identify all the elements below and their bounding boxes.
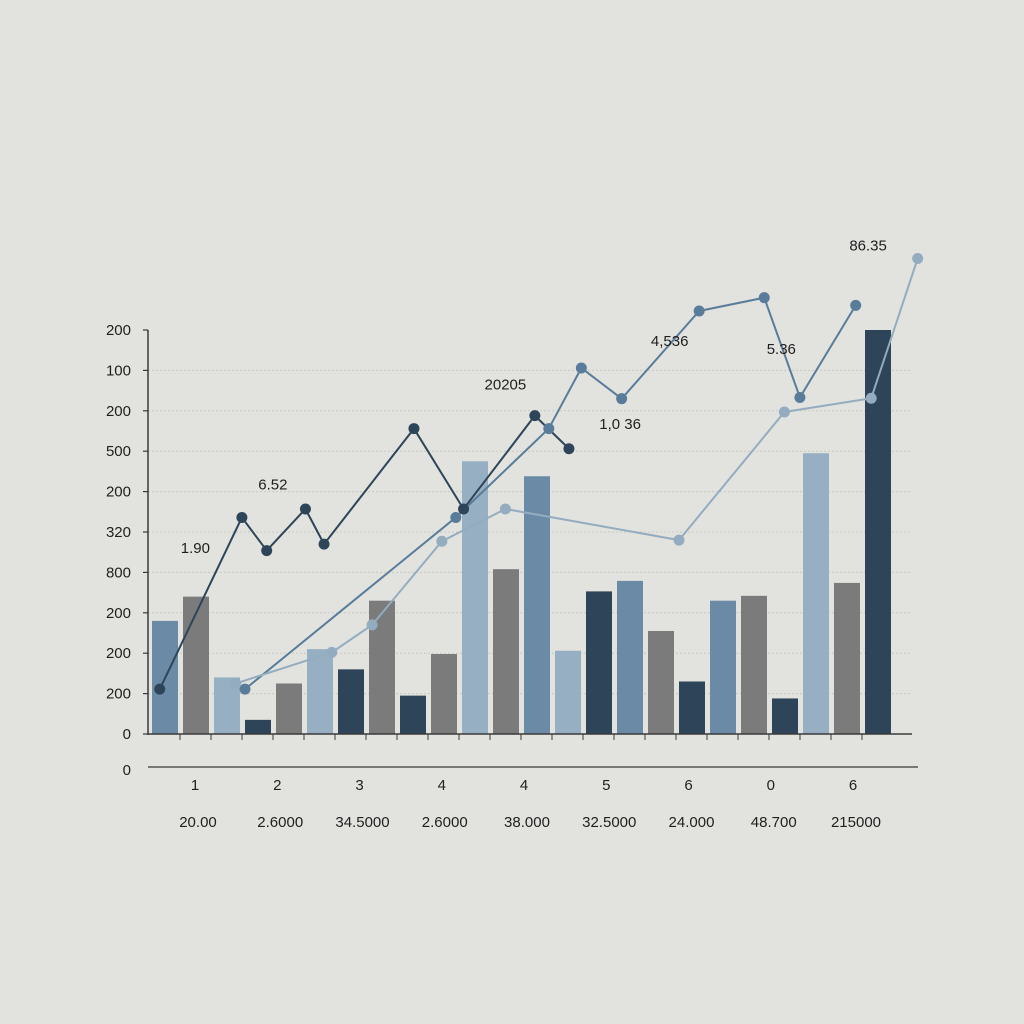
bar	[307, 649, 333, 734]
bar	[555, 650, 581, 734]
bar	[183, 596, 209, 734]
x-tick-label: 5	[602, 777, 610, 794]
x-tick-label: 0	[767, 777, 775, 794]
bar	[617, 580, 643, 734]
data-annotation: 1,0 36	[599, 416, 641, 433]
series-point	[154, 683, 166, 695]
axes	[147, 330, 918, 768]
data-annotation: 4,536	[651, 333, 689, 350]
series-point	[318, 538, 330, 550]
series-point	[261, 545, 273, 557]
x-tick-label: 3	[355, 777, 363, 794]
y-tick-label-extra: 0	[123, 762, 131, 779]
series-point	[543, 423, 555, 435]
series-point	[450, 511, 462, 523]
y-tick-label: 800	[106, 564, 131, 581]
x-sub-label: 24.000	[669, 814, 715, 831]
series-point	[436, 535, 448, 547]
x-sub-label: 32.5000	[582, 814, 636, 831]
y-tick-label: 200	[106, 686, 131, 703]
bar	[338, 669, 364, 734]
bar	[710, 600, 736, 734]
data-annotation: 6.52	[258, 477, 287, 494]
y-tick-label: 320	[106, 524, 131, 541]
y-tick-label: 100	[106, 362, 131, 379]
series-point	[299, 503, 311, 515]
y-tick-label: 200	[106, 605, 131, 622]
x-tick-label: 2	[273, 777, 281, 794]
bar	[462, 461, 488, 734]
y-tick-labels: 200 100 200 500 200 320 800 200 200 200 0 0	[106, 322, 148, 779]
bar	[524, 476, 550, 734]
bar	[276, 683, 302, 734]
series-point	[230, 678, 242, 689]
x-tick-label: 4	[438, 777, 446, 794]
bar	[400, 695, 426, 734]
y-tick-label: 200	[106, 322, 131, 339]
y-tick-label: 200	[106, 403, 131, 420]
series-point	[366, 619, 378, 631]
series-point	[778, 406, 790, 418]
bar	[834, 582, 860, 734]
series-point	[236, 511, 248, 523]
bar	[493, 569, 519, 734]
y-tick-label: 500	[106, 443, 131, 460]
x-sub-label: 34.5000	[335, 814, 389, 831]
y-tick-label: 200	[106, 645, 131, 662]
x-tick-label: 1	[191, 777, 199, 794]
series-point	[794, 391, 806, 403]
y-tick-label: 200	[106, 484, 131, 501]
series-point	[865, 392, 877, 404]
x-tick-labels: 1 2 3 4 4 5 6 0 6 20.00 2.6000 34.5000 2.6000 38.000 3…	[179, 777, 881, 831]
series-point	[912, 252, 924, 264]
x-sub-label: 2.6000	[422, 814, 468, 831]
series-point	[673, 534, 685, 546]
series-point	[408, 423, 420, 435]
data-annotation: 20205	[485, 376, 527, 393]
bar	[772, 698, 798, 734]
y-tick-label: 0	[123, 726, 131, 743]
bar	[679, 681, 705, 734]
x-sub-label: 48.700	[751, 814, 797, 831]
series-point	[563, 443, 575, 455]
series-point	[239, 683, 251, 695]
series-point	[758, 292, 770, 304]
bar	[245, 719, 271, 734]
x-tick-label: 6	[684, 777, 692, 794]
x-sub-label: 215000	[831, 814, 881, 831]
data-annotation: 86.35	[849, 237, 887, 254]
x-sub-label: 2.6000	[257, 814, 303, 831]
bar	[431, 654, 457, 734]
series-point	[326, 646, 338, 658]
series-point	[616, 393, 628, 405]
series-point	[529, 410, 541, 422]
data-annotation: 1.90	[181, 540, 210, 557]
x-sub-label: 38.000	[504, 814, 550, 831]
x-sub-label: 20.00	[179, 814, 217, 831]
line-series	[154, 252, 924, 695]
series-point	[693, 305, 705, 317]
bar	[586, 591, 612, 734]
bar	[865, 330, 891, 734]
series-point	[499, 503, 511, 515]
bar	[803, 453, 829, 734]
x-tick-label: 4	[520, 777, 528, 794]
data-annotation: 5.36	[767, 341, 796, 358]
series-point	[458, 503, 470, 515]
bar	[741, 595, 767, 734]
series-point	[850, 299, 862, 311]
x-tick-label: 6	[849, 777, 857, 794]
series-point	[575, 362, 587, 374]
annotations: 1.90 6.52 20205 1,0 36 4,536 5.36 86.35	[181, 237, 887, 557]
bar	[648, 630, 674, 734]
